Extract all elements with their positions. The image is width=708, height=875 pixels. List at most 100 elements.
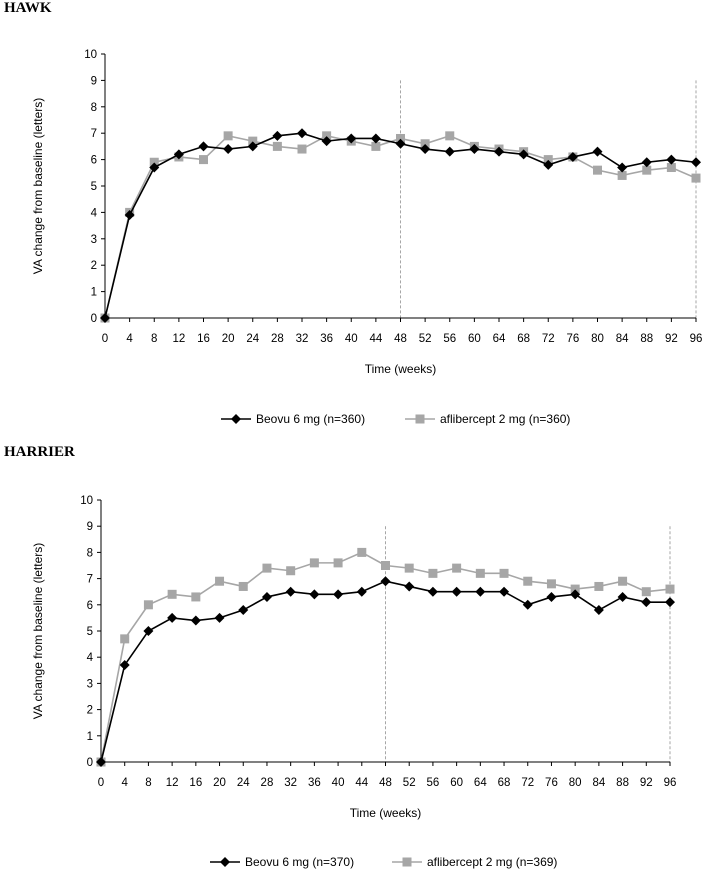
hawk-x-tick-label: 40 [345,333,358,345]
harrier-aflibercept-point [286,566,296,576]
hawk-beovu-point [149,162,160,173]
hawk-beovu-point [272,130,283,141]
harrier-y-tick-label: 3 [87,678,93,690]
hawk-beovu-point [100,313,110,323]
harrier-beovu-point [380,576,391,587]
hawk-x-tick-label: 80 [591,333,604,345]
harrier-y-tick-label: 6 [87,600,93,612]
hawk-x-tick-label: 76 [566,333,579,345]
harrier-aflibercept-point [404,563,414,573]
harrier-x-tick-label: 76 [545,777,558,789]
harrier-x-tick-label: 48 [379,777,392,789]
hawk-beovu-point [420,144,431,155]
harrier-x-tick-label: 12 [166,777,179,789]
hawk-legend-beovu-marker [231,414,241,424]
harrier-aflibercept-point [262,563,272,573]
harrier-y-tick-label: 1 [87,731,93,743]
hawk-legend-beovu-label: Beovu 6 mg (n=360) [256,412,365,426]
harrier-beovu-point [499,586,510,597]
hawk-aflibercept-point [223,131,233,141]
harrier-legend-beovu-marker [220,857,230,867]
hawk-x-tick-label: 16 [197,333,210,345]
harrier-x-tick-label: 24 [237,777,250,789]
hawk-beovu-point [223,144,234,155]
hawk-aflibercept-point [297,144,307,154]
harrier-y-tick-label: 9 [87,521,93,533]
harrier-aflibercept-point [333,558,343,568]
hawk-beovu-point [444,146,455,157]
hawk-aflibercept-point [617,170,627,180]
hawk-beovu-point [370,133,381,144]
hawk-beovu-point [173,149,184,160]
harrier-aflibercept-point [665,584,675,594]
harrier-beovu-point [546,591,557,602]
hawk-x-tick-label: 68 [517,333,530,345]
harrier-x-tick-label: 72 [521,777,534,789]
hawk-x-tick-label: 52 [419,333,432,345]
hawk-y-axis-title: VA change from baseline (letters) [31,98,45,275]
hawk-beovu-point [617,162,628,173]
harrier-x-tick-label: 84 [592,777,605,789]
harrier-legend-beovu-label: Beovu 6 mg (n=370) [245,855,354,869]
harrier-beovu-point [570,589,581,600]
hawk-y-tick-label: 1 [91,287,97,299]
harrier-x-tick-label: 88 [616,777,629,789]
harrier-x-tick-label: 0 [98,777,104,789]
harrier-chart-panel: HARRIER 0 1 2 3 4 5 6 7 8 9 10 0 4 8 12 16 20 24 28 32 36 40 4… [0,444,708,875]
hawk-x-tick-label: 0 [102,333,108,345]
hawk-x-tick-label: 4 [126,333,133,345]
harrier-x-tick-label: 96 [664,777,677,789]
harrier-beovu-point [190,615,201,626]
harrier-beovu-point [309,589,320,600]
hawk-x-tick-label: 36 [320,333,333,345]
hawk-x-tick-label: 56 [443,333,456,345]
hawk-aflibercept-point [642,165,652,175]
hawk-aflibercept-point [593,165,602,175]
hawk-x-tick-label: 96 [690,333,703,345]
harrier-y-tick-label: 8 [87,547,93,559]
hawk-panel-title: HAWK [4,0,52,16]
hawk-x-tick-label: 12 [172,333,185,345]
harrier-beovu-point [214,612,225,623]
harrier-x-tick-label: 52 [403,777,416,789]
hawk-beovu-point [666,154,677,165]
hawk-x-tick-label: 28 [271,333,284,345]
harrier-aflibercept-point [143,600,153,610]
hawk-y-tick-label: 8 [91,102,97,114]
harrier-aflibercept-point [120,634,130,644]
harrier-beovu-point [427,586,438,597]
harrier-aflibercept-point [428,568,438,578]
harrier-beovu-point [475,586,486,597]
harrier-x-tick-label: 56 [427,777,440,789]
harrier-aflibercept-point [238,581,248,591]
harrier-y-axis-title: VA change from baseline (letters) [31,543,45,720]
hawk-beovu-point [592,146,603,157]
hawk-x-tick-label: 32 [296,333,309,345]
hawk-beovu-point [494,146,504,157]
harrier-x-tick-label: 32 [284,777,297,789]
harrier-x-tick-label: 40 [332,777,345,789]
hawk-x-tick-label: 64 [493,333,506,345]
hawk-y-tick-label: 0 [91,313,97,325]
hawk-aflibercept-point [666,163,676,173]
hawk-legend-aflibercept-label: aflibercept 2 mg (n=360) [440,412,570,426]
harrier-legend-aflibercept-label: aflibercept 2 mg (n=369) [427,855,557,869]
harrier-x-tick-label: 36 [308,777,321,789]
harrier-aflibercept-point [641,587,651,597]
hawk-aflibercept-point [322,131,332,141]
hawk-aflibercept-point [149,157,159,167]
hawk-y-tick-label: 9 [91,75,97,87]
hawk-x-tick-label: 60 [468,333,481,345]
harrier-x-tick-label: 92 [640,777,653,789]
hawk-aflibercept-point [445,131,455,141]
harrier-x-tick-label: 60 [450,777,463,789]
hawk-y-tick-label: 5 [91,181,97,193]
harrier-aflibercept-point [570,584,580,594]
hawk-aflibercept-point [396,133,405,143]
hawk-aflibercept-point [248,136,258,146]
harrier-beovu-point [167,612,178,623]
harrier-beovu-point [285,586,296,597]
harrier-beovu-point [522,599,533,610]
harrier-x-tick-label: 8 [145,777,151,789]
